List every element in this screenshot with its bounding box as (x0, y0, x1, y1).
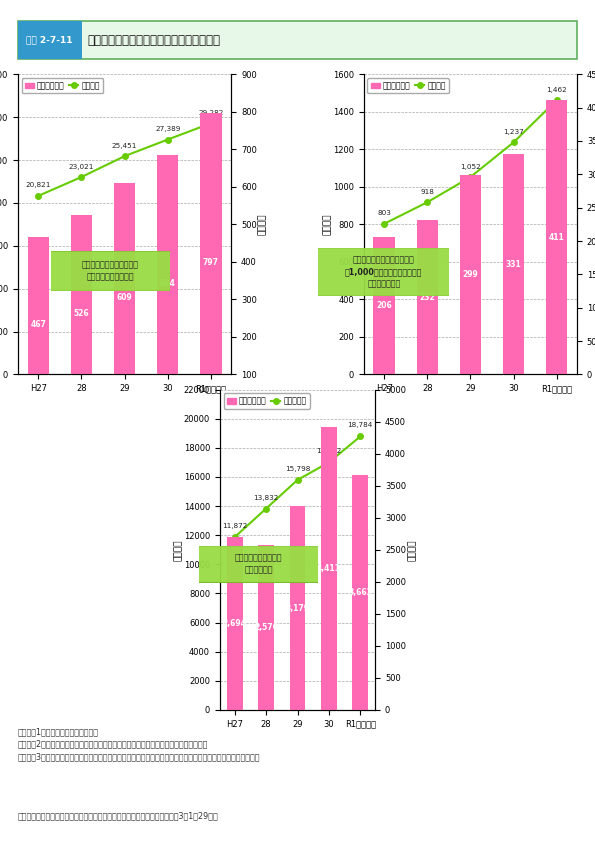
Bar (459, 175, 481, 375)
Text: 29,282: 29,282 (198, 109, 224, 116)
Y-axis label: （件数）: （件数） (322, 214, 331, 235)
Text: 467: 467 (30, 320, 46, 329)
Text: 918: 918 (420, 189, 434, 195)
Bar (374, 237, 395, 375)
Bar (352, 476, 368, 710)
Y-axis label: （億円）: （億円） (408, 539, 416, 561)
Bar (71, 215, 92, 412)
Text: 1,052: 1,052 (460, 163, 481, 169)
Text: 2,694: 2,694 (223, 619, 247, 628)
Legend: 研究費受入額, 実施件数: 研究費受入額, 実施件数 (21, 78, 103, 93)
Bar (416, 220, 438, 375)
Text: 18,784: 18,784 (347, 423, 373, 429)
FancyBboxPatch shape (18, 21, 82, 59)
FancyBboxPatch shape (18, 21, 577, 59)
Text: 25,451: 25,451 (112, 142, 137, 149)
Bar (227, 537, 243, 710)
Text: （注）　1．国公私立の大学等を対象
　　　　2．大学等とは大学、短期大学、高等専門学校、大学共同利用機関法人を指す。
　　　　3．特許権実施等件数は、実施許諾及: （注） 1．国公私立の大学等を対象 2．大学等とは大学、短期大学、高等専門学校、… (18, 727, 261, 761)
Text: 1,237: 1,237 (503, 129, 524, 135)
Text: 17,002: 17,002 (316, 449, 342, 455)
Text: 27,389: 27,389 (155, 126, 180, 132)
Bar (503, 153, 524, 375)
Text: 803: 803 (377, 210, 391, 216)
Text: 526: 526 (74, 309, 89, 317)
Text: 15,798: 15,798 (285, 466, 310, 472)
Text: 民間企業との共同研究費受入
額1,000万円以上の実施件数及
び研究費受入額: 民間企業との共同研究費受入 額1,000万円以上の実施件数及 び研究費受入額 (345, 256, 422, 288)
Text: 20,821: 20,821 (26, 183, 51, 189)
Text: 11,872: 11,872 (222, 523, 248, 529)
Text: 1,462: 1,462 (546, 87, 567, 93)
Bar (200, 113, 221, 412)
Bar (258, 545, 274, 710)
Text: 13,832: 13,832 (253, 494, 279, 500)
Bar (546, 100, 568, 375)
FancyBboxPatch shape (316, 248, 452, 296)
Text: 民間企業との共同研究実施
件数及び研究費受入額: 民間企業との共同研究実施 件数及び研究費受入額 (82, 261, 139, 281)
Text: 331: 331 (506, 259, 521, 269)
Text: 3,662: 3,662 (348, 588, 372, 597)
Text: 232: 232 (419, 292, 435, 301)
Text: 大学等における共同研究実施件数等の推移: 大学等における共同研究実施件数等の推移 (88, 34, 221, 46)
FancyBboxPatch shape (48, 251, 172, 291)
Text: 3,179: 3,179 (286, 604, 309, 613)
Text: 797: 797 (203, 258, 219, 267)
FancyBboxPatch shape (197, 546, 321, 583)
Bar (27, 237, 49, 412)
Text: 609: 609 (117, 293, 133, 302)
Text: 684: 684 (160, 280, 176, 288)
Text: 特許権実施等件数及び
実施等収入額: 特許権実施等件数及び 実施等収入額 (235, 554, 283, 574)
Bar (290, 506, 305, 710)
Bar (114, 184, 136, 412)
Y-axis label: （件数）: （件数） (173, 539, 182, 561)
Bar (157, 155, 178, 412)
Legend: 実施等収入額, 実施等件数: 実施等収入額, 実施等件数 (224, 393, 309, 408)
Text: 4,411: 4,411 (317, 564, 341, 573)
Text: 299: 299 (462, 270, 478, 280)
Text: 23,021: 23,021 (69, 163, 94, 169)
Text: （出典）「令和元年度大学等における産学連携等実施状況について」（令和3年1月29日）: （出典）「令和元年度大学等における産学連携等実施状況について」（令和3年1月29… (18, 811, 218, 820)
Legend: 研究費受入額, 実施件数: 研究費受入額, 実施件数 (368, 78, 449, 93)
Text: 図表 2-7-11: 図表 2-7-11 (27, 35, 73, 45)
Bar (321, 428, 337, 710)
Y-axis label: （億円）: （億円） (258, 214, 267, 235)
Text: 2,576: 2,576 (254, 623, 278, 632)
Text: 411: 411 (549, 233, 565, 242)
Text: 206: 206 (376, 301, 392, 310)
